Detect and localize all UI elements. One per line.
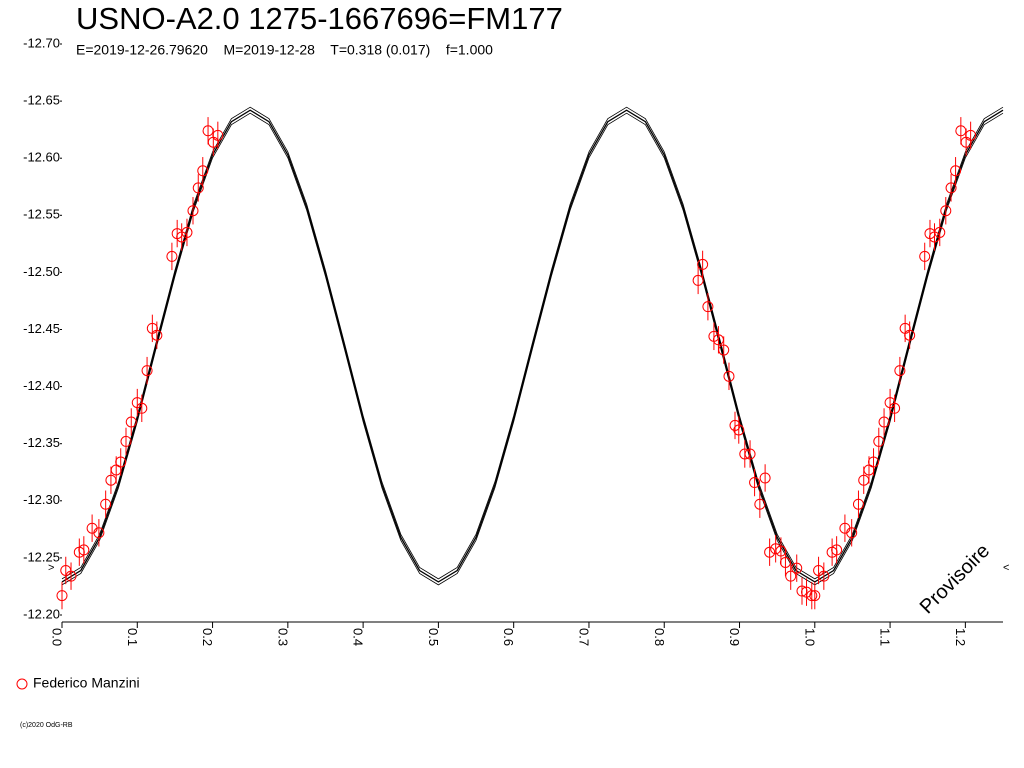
data-point bbox=[192, 182, 204, 194]
chart-subtitle: E=2019-12-26.79620 M=2019-12-28 T=0.318 … bbox=[76, 42, 493, 58]
y-tick-label: -12.25 bbox=[23, 549, 60, 564]
data-point bbox=[791, 562, 803, 574]
data-point bbox=[697, 258, 709, 270]
x-tick-label: 0.8 bbox=[652, 628, 667, 646]
data-point bbox=[873, 435, 885, 447]
x-tick-label: 0.4 bbox=[351, 628, 366, 646]
data-point bbox=[950, 165, 962, 177]
data-point bbox=[965, 129, 977, 141]
x-tick-label: 1.2 bbox=[953, 628, 968, 646]
data-point bbox=[125, 416, 137, 428]
data-point bbox=[78, 544, 90, 556]
y-tick-label: -12.55 bbox=[23, 207, 60, 222]
data-point bbox=[940, 205, 952, 217]
data-point bbox=[809, 590, 821, 602]
data-point bbox=[749, 477, 761, 489]
data-point bbox=[764, 546, 776, 558]
y-tick-label: -12.30 bbox=[23, 492, 60, 507]
x-tick-label: 0.9 bbox=[727, 628, 742, 646]
x-tick-label: 0.6 bbox=[501, 628, 516, 646]
range-marker: < bbox=[1003, 562, 1009, 574]
range-marker: > bbox=[48, 562, 54, 574]
data-point bbox=[197, 165, 209, 177]
data-point bbox=[212, 129, 224, 141]
data-point bbox=[120, 435, 132, 447]
y-tick-label: -12.50 bbox=[23, 264, 60, 279]
data-point bbox=[56, 590, 68, 602]
data-point bbox=[878, 416, 890, 428]
data-point bbox=[759, 472, 771, 484]
legend-label: Federico Manzini bbox=[33, 675, 140, 691]
legend-marker bbox=[16, 678, 28, 690]
y-tick-label: -12.20 bbox=[23, 606, 60, 621]
data-point bbox=[115, 456, 127, 468]
data-point bbox=[785, 570, 797, 582]
data-point bbox=[831, 544, 843, 556]
data-point bbox=[141, 365, 153, 377]
data-point bbox=[818, 570, 830, 582]
data-point bbox=[919, 250, 931, 262]
x-tick-label: 0.0 bbox=[50, 628, 65, 646]
x-tick-label: 0.5 bbox=[426, 628, 441, 646]
fit-curve bbox=[61, 109, 1004, 583]
data-point bbox=[100, 498, 112, 510]
y-tick-label: -12.60 bbox=[23, 150, 60, 165]
data-point bbox=[166, 250, 178, 262]
data-point bbox=[894, 365, 906, 377]
y-tick-label: -12.35 bbox=[23, 435, 60, 450]
footer: (c)2020 OdG-RB bbox=[20, 722, 73, 729]
x-tick-label: 0.7 bbox=[577, 628, 592, 646]
fit-curve bbox=[61, 112, 1004, 586]
data-point bbox=[65, 570, 77, 582]
data-point bbox=[868, 456, 880, 468]
data-point bbox=[93, 527, 105, 539]
data-point bbox=[806, 590, 818, 602]
data-point bbox=[181, 226, 193, 238]
data-point bbox=[718, 344, 730, 356]
y-tick-label: -12.70 bbox=[23, 35, 60, 50]
data-point bbox=[934, 226, 946, 238]
x-tick-label: 0.1 bbox=[125, 628, 140, 646]
x-tick-label: 0.3 bbox=[275, 628, 290, 646]
data-point bbox=[187, 205, 199, 217]
x-tick-label: 1.1 bbox=[878, 628, 893, 646]
data-point bbox=[692, 274, 704, 286]
data-point bbox=[945, 182, 957, 194]
data-point bbox=[754, 498, 766, 510]
data-point bbox=[889, 402, 901, 414]
data-point bbox=[723, 370, 735, 382]
data-point bbox=[702, 301, 714, 313]
data-point bbox=[852, 498, 864, 510]
data-point bbox=[151, 329, 163, 341]
data-point bbox=[846, 527, 858, 539]
data-point bbox=[744, 448, 756, 460]
x-tick-label: 0.2 bbox=[200, 628, 215, 646]
watermark: Provisoire bbox=[916, 540, 994, 618]
y-tick-label: -12.45 bbox=[23, 321, 60, 336]
x-tick-label: 1.0 bbox=[802, 628, 817, 646]
data-point bbox=[904, 329, 916, 341]
y-tick-label: -12.65 bbox=[23, 93, 60, 108]
y-tick-label: -12.40 bbox=[23, 378, 60, 393]
data-point bbox=[733, 424, 745, 436]
fit-curve bbox=[61, 106, 1004, 580]
chart-title: USNO-A2.0 1275-1667696=FM177 bbox=[76, 1, 563, 36]
data-point bbox=[136, 402, 148, 414]
